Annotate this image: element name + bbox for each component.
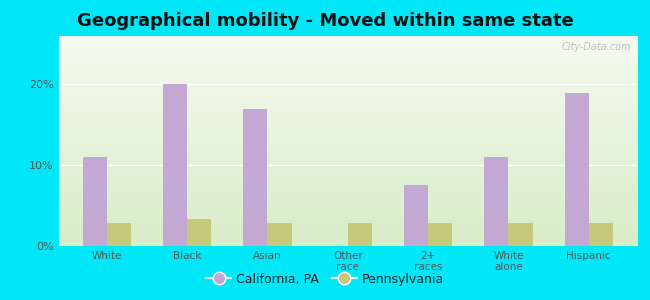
Bar (83, 157, 107, 246)
Bar (428, 224, 452, 246)
Bar (243, 109, 267, 246)
Bar (348, 224, 372, 246)
Bar (508, 224, 532, 246)
Legend: California, PA, Pennsylvania: California, PA, Pennsylvania (202, 268, 448, 291)
Bar (267, 224, 291, 246)
Bar (565, 92, 589, 246)
Text: City-Data.com: City-Data.com (562, 42, 631, 52)
Bar (404, 185, 428, 246)
Bar (589, 224, 613, 246)
Bar (163, 85, 187, 246)
Bar (187, 219, 211, 246)
Bar (107, 224, 131, 246)
Bar (484, 157, 508, 246)
Text: Geographical mobility - Moved within same state: Geographical mobility - Moved within sam… (77, 12, 573, 30)
